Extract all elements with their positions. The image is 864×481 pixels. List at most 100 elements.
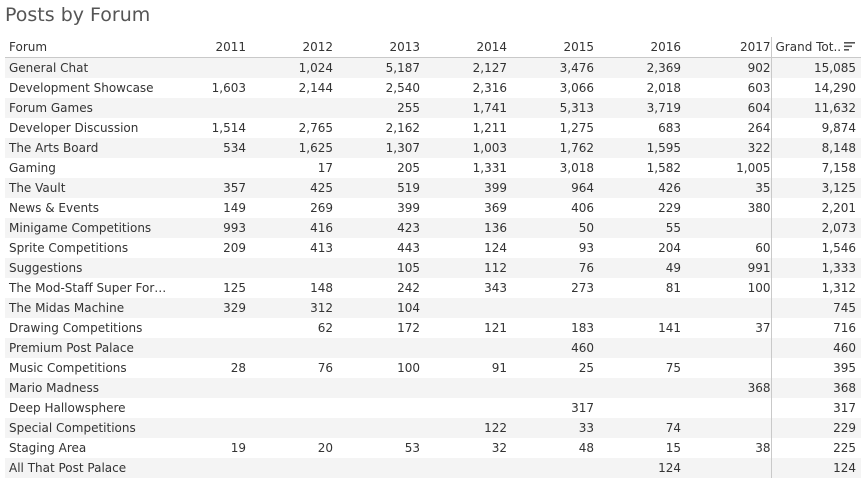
- value-cell: [681, 358, 771, 378]
- value-cell: 112: [420, 258, 507, 278]
- value-cell: [168, 378, 246, 398]
- table-row: Sprite Competitions 209 413 443 124 93 204 60 1,…: [5, 238, 861, 258]
- value-cell: 124: [484, 241, 507, 255]
- grand-total-label: Grand Tot..: [775, 40, 842, 54]
- grand-total-cell: 225: [770, 438, 861, 458]
- table-row: Drawing Competitions 62 172 121 183 141 37 716: [5, 318, 861, 338]
- chart-title: Posts by Forum: [5, 4, 151, 26]
- column-header-year[interactable]: 2017: [681, 37, 771, 58]
- grand-total-cell: 2,073: [770, 218, 861, 238]
- value-cell: 28: [230, 361, 246, 375]
- value-cell: 604: [681, 98, 771, 118]
- value-cell: 183: [571, 321, 594, 335]
- column-header-year[interactable]: 2011: [168, 37, 246, 58]
- value-cell: 368: [681, 378, 771, 398]
- table-body: General Chat 1,024 5,187 2,127 3,476 2,369 902…: [5, 57, 861, 478]
- grand-total-cell: 229: [770, 418, 861, 438]
- forum-name-cell: The Mod-Staff Super Foru..: [9, 281, 168, 295]
- forum-name-cell: Sprite Competitions: [9, 241, 129, 255]
- value-cell: [333, 418, 420, 438]
- column-header-grand-total[interactable]: Grand Tot..: [770, 37, 861, 58]
- value-cell: 33: [507, 418, 594, 438]
- forum-name-cell: The Vault: [5, 178, 168, 198]
- value-cell: 17: [317, 161, 333, 175]
- table-row: The Midas Machine 329 312 104 745: [5, 298, 861, 318]
- table-row: General Chat 1,024 5,187 2,127 3,476 2,369 902…: [5, 57, 861, 78]
- value-cell: [594, 398, 681, 418]
- forum-name-cell: Developer Discussion: [9, 121, 139, 135]
- value-cell: 369: [484, 201, 507, 215]
- value-cell: 3,018: [559, 161, 594, 175]
- table-row: Forum Games 255 1,741 5,313 3,719 604 11,632: [5, 98, 861, 118]
- forum-name-cell: The Midas Machine: [5, 298, 168, 318]
- value-cell: 255: [333, 98, 420, 118]
- grand-total-cell: 15,085: [770, 57, 861, 78]
- table-row: The Vault 357 425 519 399 964 426 35 3,125: [5, 178, 861, 198]
- forum-name-cell: Mario Madness: [5, 378, 168, 398]
- value-cell: 460: [507, 338, 594, 358]
- value-cell: 19: [230, 441, 246, 455]
- value-cell: 1,595: [594, 138, 681, 158]
- column-header-year[interactable]: 2013: [333, 37, 420, 58]
- value-cell: [420, 298, 507, 318]
- table-row: The Arts Board 534 1,625 1,307 1,003 1,762 1,5…: [5, 138, 861, 158]
- forum-name-cell: Special Competitions: [5, 418, 168, 438]
- value-cell: 1,331: [472, 161, 507, 175]
- grand-total-cell: 1,546: [770, 238, 861, 258]
- value-cell: [681, 218, 771, 238]
- table-row: The Mod-Staff Super Foru.. 125 148 242 343 27…: [5, 278, 861, 298]
- table-row: Developer Discussion 1,514 2,765 2,162 1,211…: [5, 118, 861, 138]
- header-row: Forum 2011 2012 2013 2014 2015 2016 2017 Grand …: [5, 37, 861, 58]
- value-cell: [168, 158, 246, 178]
- grand-total-cell: 716: [770, 318, 861, 338]
- value-cell: 357: [168, 178, 246, 198]
- value-cell: 425: [246, 178, 333, 198]
- value-cell: 48: [578, 441, 594, 455]
- column-header-year[interactable]: 2012: [246, 37, 333, 58]
- forum-name-cell: Deep Hallowsphere: [9, 401, 126, 415]
- value-cell: 3,476: [507, 57, 594, 78]
- value-cell: 121: [484, 321, 507, 335]
- forum-name-cell: General Chat: [5, 57, 168, 78]
- value-cell: 25: [578, 361, 594, 375]
- value-cell: 1,514: [211, 121, 246, 135]
- grand-total-cell: 317: [770, 398, 861, 418]
- value-cell: [333, 378, 420, 398]
- column-header-forum[interactable]: Forum: [5, 37, 168, 58]
- value-cell: [681, 298, 771, 318]
- column-header-year[interactable]: 2014: [420, 37, 507, 58]
- value-cell: [681, 338, 771, 358]
- value-cell: [333, 458, 420, 478]
- value-cell: 125: [223, 281, 246, 295]
- forum-name-cell: All That Post Palace: [5, 458, 168, 478]
- value-cell: 50: [507, 218, 594, 238]
- table-row: Suggestions 105 112 76 49 991 1,333: [5, 258, 861, 278]
- grand-total-cell: 11,632: [770, 98, 861, 118]
- sort-descending-icon[interactable]: [844, 42, 856, 51]
- table-row: Minigame Competitions 993 416 423 136 50 55 2,0…: [5, 218, 861, 238]
- column-header-year[interactable]: 2015: [507, 37, 594, 58]
- value-cell: 2,316: [472, 81, 507, 95]
- forum-name-cell: Gaming: [9, 161, 56, 175]
- value-cell: [507, 458, 594, 478]
- posts-table: Forum 2011 2012 2013 2014 2015 2016 2017 Grand …: [5, 37, 861, 478]
- grand-total-cell: 3,125: [770, 178, 861, 198]
- value-cell: 2,144: [298, 81, 333, 95]
- forum-name-cell: Music Competitions: [9, 361, 127, 375]
- value-cell: 122: [420, 418, 507, 438]
- value-cell: [246, 378, 333, 398]
- value-cell: 322: [681, 138, 771, 158]
- grand-total-cell: 745: [770, 298, 861, 318]
- value-cell: 124: [594, 458, 681, 478]
- value-cell: 60: [755, 241, 771, 255]
- value-cell: 91: [491, 361, 507, 375]
- grand-total-cell: 368: [770, 378, 861, 398]
- column-header-year[interactable]: 2016: [594, 37, 681, 58]
- value-cell: 317: [571, 401, 594, 415]
- value-cell: 32: [491, 441, 507, 455]
- value-cell: 991: [681, 258, 771, 278]
- value-cell: [507, 298, 594, 318]
- value-cell: 406: [571, 201, 594, 215]
- table-row: Music Competitions 28 76 100 91 25 75 395: [5, 358, 861, 378]
- value-cell: 426: [594, 178, 681, 198]
